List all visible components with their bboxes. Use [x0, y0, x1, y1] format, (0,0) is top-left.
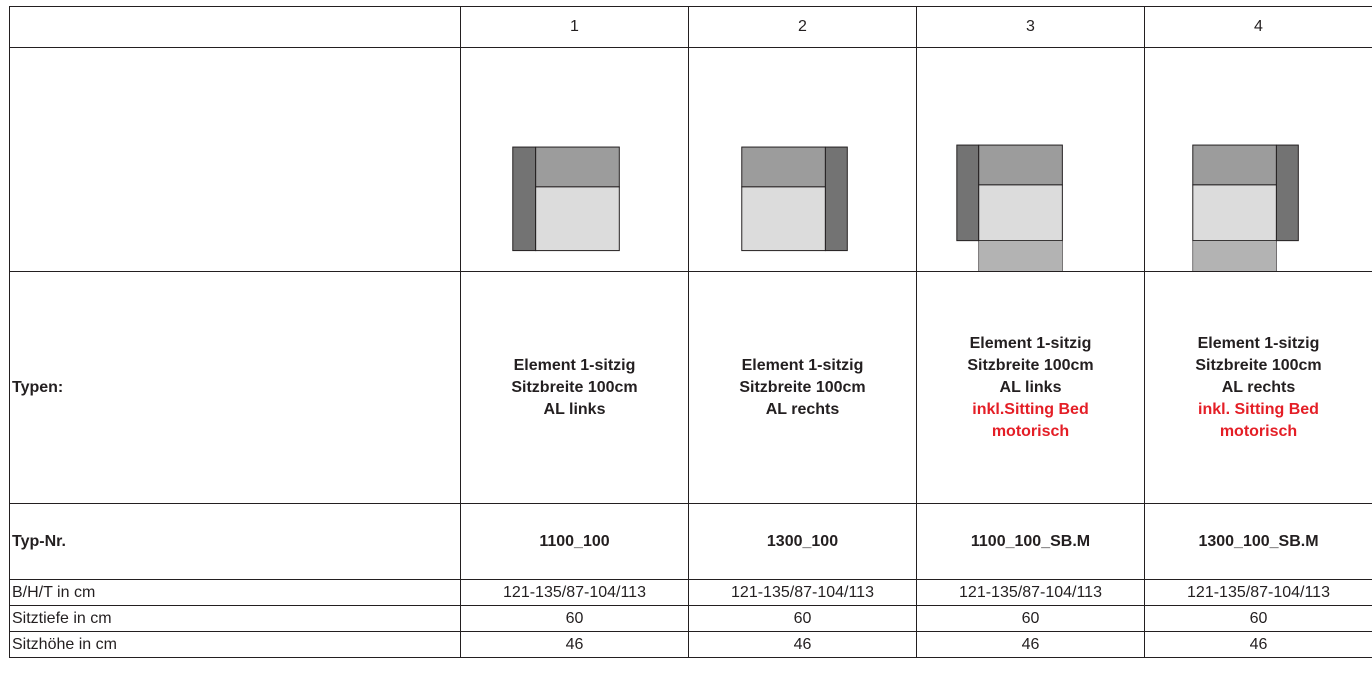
- armrest-shape: [1275, 144, 1299, 242]
- header-row: 1 2 3 4: [9, 6, 1372, 48]
- dimensions-2: 121-135/87-104/113: [688, 579, 917, 606]
- type-number-4: 1300_100_SB.M: [1144, 503, 1372, 580]
- diagram-label-cell: [9, 47, 461, 272]
- seat-depth-row: Sitztiefe in cm 60 60 60 60: [9, 605, 1372, 632]
- type-cell-1: Element 1-sitzig Sitzbreite 100cm AL lin…: [460, 271, 689, 504]
- diagram-cell-1: [460, 47, 689, 272]
- sofa-armrest-right-diagram: [741, 146, 848, 252]
- backrest-shape: [535, 146, 620, 188]
- type-cell-3: Element 1-sitzig Sitzbreite 100cm AL lin…: [916, 271, 1145, 504]
- seat-height-3: 46: [916, 631, 1145, 658]
- dimensions-1: 121-135/87-104/113: [460, 579, 689, 606]
- type-description-4: Element 1-sitzig Sitzbreite 100cm AL rec…: [1146, 333, 1372, 443]
- seat-depth-1: 60: [460, 605, 689, 632]
- backrest-shape: [978, 144, 1063, 186]
- seat-shape: [741, 186, 826, 252]
- type-description-3: Element 1-sitzig Sitzbreite 100cm AL lin…: [918, 333, 1144, 443]
- type-line: AL rechts: [1221, 378, 1296, 396]
- seat-height-row: Sitzhöhe in cm 46 46 46 46: [9, 631, 1372, 658]
- type-number-2: 1300_100: [688, 503, 917, 580]
- header-corner-cell: [9, 6, 461, 48]
- types-row: Typen: Element 1-sitzig Sitzbreite 100cm…: [9, 271, 1372, 504]
- type-description-2: Element 1-sitzig Sitzbreite 100cm AL rec…: [690, 355, 916, 421]
- seat-depth-4: 60: [1144, 605, 1372, 632]
- dimensions-label: B/H/T in cm: [9, 579, 461, 606]
- type-line: Element 1-sitzig: [969, 334, 1092, 352]
- dimensions-row: B/H/T in cm 121-135/87-104/113 121-135/8…: [9, 579, 1372, 606]
- sitting-bed-note: inkl. Sitting Bed: [1198, 400, 1319, 418]
- type-number-3: 1100_100_SB.M: [916, 503, 1145, 580]
- seat-height-1: 46: [460, 631, 689, 658]
- product-spec-table: 1 2 3 4: [9, 6, 1372, 658]
- diagram-row: [9, 47, 1372, 272]
- type-line: AL rechts: [765, 400, 840, 418]
- type-line: Element 1-sitzig: [513, 356, 636, 374]
- types-label: Typen:: [9, 271, 461, 504]
- armrest-shape: [956, 144, 980, 242]
- column-header-1: 1: [460, 6, 689, 48]
- sitting-bed-note: inkl.Sitting Bed: [972, 400, 1089, 418]
- seat-height-4: 46: [1144, 631, 1372, 658]
- sitting-bed-shape: [1192, 240, 1277, 271]
- type-line: Element 1-sitzig: [1197, 334, 1320, 352]
- type-cell-2: Element 1-sitzig Sitzbreite 100cm AL rec…: [688, 271, 917, 504]
- seat-depth-2: 60: [688, 605, 917, 632]
- backrest-shape: [1192, 144, 1277, 186]
- dimensions-4: 121-135/87-104/113: [1144, 579, 1372, 606]
- type-line: Sitzbreite 100cm: [511, 378, 638, 396]
- sofa-armrest-left-diagram: [512, 146, 620, 252]
- type-line: Element 1-sitzig: [741, 356, 864, 374]
- sofa-armrest-right-bed-diagram: [1192, 144, 1299, 271]
- diagram-cell-4: [1144, 47, 1372, 272]
- type-number-row: Typ-Nr. 1100_100 1300_100 1100_100_SB.M …: [9, 503, 1372, 580]
- motorised-note: motorisch: [1219, 422, 1298, 440]
- backrest-shape: [741, 146, 826, 188]
- sofa-armrest-left-bed-diagram: [956, 144, 1063, 271]
- column-header-4: 4: [1144, 6, 1372, 48]
- seat-shape: [1192, 184, 1277, 242]
- type-line: AL links: [999, 378, 1062, 396]
- seat-depth-3: 60: [916, 605, 1145, 632]
- type-line: AL links: [543, 400, 606, 418]
- armrest-shape: [824, 146, 848, 252]
- armrest-shape: [512, 146, 537, 252]
- dimensions-3: 121-135/87-104/113: [916, 579, 1145, 606]
- seat-height-2: 46: [688, 631, 917, 658]
- seat-shape: [535, 186, 620, 252]
- type-line: Sitzbreite 100cm: [1195, 356, 1322, 374]
- diagram-cell-3: [916, 47, 1145, 272]
- type-line: Sitzbreite 100cm: [967, 356, 1094, 374]
- seat-shape: [978, 184, 1063, 242]
- type-description-1: Element 1-sitzig Sitzbreite 100cm AL lin…: [462, 355, 688, 421]
- seat-height-label: Sitzhöhe in cm: [9, 631, 461, 658]
- sitting-bed-shape: [978, 240, 1063, 271]
- type-cell-4: Element 1-sitzig Sitzbreite 100cm AL rec…: [1144, 271, 1372, 504]
- column-header-2: 2: [688, 6, 917, 48]
- diagram-cell-2: [688, 47, 917, 272]
- type-number-1: 1100_100: [460, 503, 689, 580]
- seat-depth-label: Sitztiefe in cm: [9, 605, 461, 632]
- type-line: Sitzbreite 100cm: [739, 378, 866, 396]
- column-header-3: 3: [916, 6, 1145, 48]
- type-number-label: Typ-Nr.: [9, 503, 461, 580]
- motorised-note: motorisch: [991, 422, 1070, 440]
